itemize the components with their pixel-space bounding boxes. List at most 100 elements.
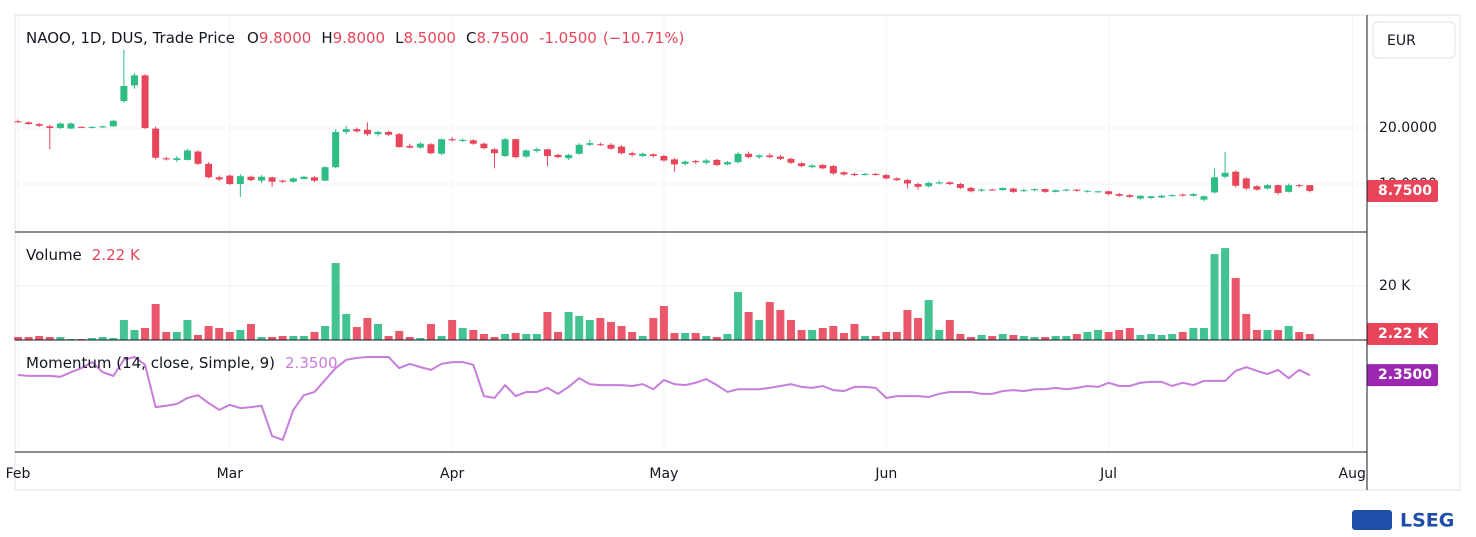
volume-bar — [194, 335, 203, 340]
volume-bar — [183, 320, 192, 340]
volume-bar — [1284, 326, 1293, 340]
candle-body — [893, 178, 901, 181]
x-tick-label: Aug — [1339, 466, 1366, 482]
volume-bar — [628, 332, 637, 340]
volume-bar — [384, 336, 393, 340]
volume-bar — [119, 320, 128, 340]
candle-body — [353, 129, 361, 132]
volume-bar — [511, 333, 520, 340]
candle-body — [35, 124, 43, 126]
last-value-label: 2.3500 — [1378, 367, 1432, 383]
y-tick-label: 20.0000 — [1379, 120, 1437, 136]
volume-bar — [352, 327, 361, 340]
volume-bar — [490, 337, 499, 340]
volume-bar — [225, 332, 234, 340]
candle-body — [596, 144, 604, 146]
candle-body — [999, 187, 1007, 191]
volume-bar — [1125, 328, 1134, 340]
volume-bar — [278, 336, 287, 340]
volume-bar — [808, 330, 817, 340]
candle-body — [1242, 178, 1250, 189]
volume-bar — [564, 312, 573, 340]
ohlc-key: O — [247, 29, 259, 47]
volume-bar — [331, 263, 340, 340]
candle-body — [14, 121, 22, 123]
volume-bar — [596, 318, 605, 340]
candle-body — [215, 177, 223, 180]
candle-body — [67, 123, 75, 129]
volume-bar — [1072, 334, 1081, 340]
volume-bar — [310, 332, 319, 340]
volume-bar — [543, 312, 552, 340]
volume-bar — [575, 316, 584, 340]
candle-body — [427, 144, 435, 154]
last-value-label: 8.7500 — [1378, 183, 1432, 199]
candle-body — [374, 131, 382, 135]
volume-bar — [945, 320, 954, 340]
candle-body — [925, 182, 933, 187]
volume-bar — [479, 334, 488, 340]
volume-bar — [755, 320, 764, 340]
volume-bar — [1242, 314, 1251, 340]
candle-body — [1147, 196, 1155, 199]
volume-bar — [501, 334, 510, 340]
candle-body — [342, 129, 350, 132]
candle-body — [109, 120, 117, 127]
volume-bar — [1146, 334, 1155, 340]
candle-body — [967, 187, 975, 192]
candle-body — [660, 156, 668, 161]
last-value-tag — [1367, 323, 1438, 346]
candle-body — [681, 161, 689, 164]
last-value-label: 2.22 K — [1378, 326, 1429, 342]
volume-bar — [1168, 334, 1177, 340]
volume-bar — [882, 332, 891, 340]
candle-body — [628, 153, 636, 155]
brand: LSEG — [1400, 510, 1454, 532]
candle-body — [1020, 190, 1028, 192]
candle-body — [56, 123, 64, 129]
candle-body — [1041, 189, 1049, 192]
candle-body — [289, 178, 297, 182]
volume-bar — [1178, 332, 1187, 340]
candle-body — [1052, 190, 1060, 192]
candle-body — [1253, 186, 1261, 190]
volume-bar — [109, 338, 118, 340]
volume-bar — [1231, 278, 1240, 340]
ohlc-key: C — [466, 29, 476, 47]
candle-body — [840, 172, 848, 175]
last-value-tag — [1367, 364, 1438, 387]
pane-header: NAOO, 1D, DUS, Trade Price O9.8000 H9.8000… — [26, 29, 684, 47]
candle-body — [1263, 185, 1271, 189]
candle-body — [829, 166, 837, 174]
volume-bar — [712, 337, 721, 340]
volume-bar — [14, 337, 22, 340]
volume-bar — [437, 336, 446, 340]
candle-body — [385, 131, 393, 135]
candle-body — [1115, 194, 1123, 196]
volume-bar — [1263, 330, 1272, 340]
candle-body — [554, 154, 562, 158]
volume-bar — [723, 334, 732, 340]
volume-bar — [914, 318, 923, 340]
ohlc-value: 8.7500 — [476, 29, 529, 47]
x-tick-label: Jul — [1099, 466, 1117, 482]
x-tick-label: Feb — [6, 466, 31, 482]
candle-body — [713, 159, 721, 165]
volume-bar — [1189, 328, 1198, 340]
volume-bar — [1274, 330, 1283, 340]
volume-bar — [829, 326, 838, 340]
volume-bar — [998, 334, 1007, 340]
currency[interactable]: EUR — [1387, 33, 1416, 49]
volume-bar — [416, 338, 425, 340]
candle-body — [490, 149, 498, 154]
candle-body — [798, 163, 806, 167]
logo-icon — [1352, 510, 1392, 530]
candle-body — [99, 126, 107, 128]
x-tick-label: Apr — [440, 466, 464, 482]
candle-body — [310, 177, 318, 181]
candle-body — [533, 149, 541, 151]
currency-button[interactable] — [1372, 21, 1456, 59]
candle-body — [1189, 194, 1197, 196]
candle-body — [755, 155, 763, 158]
candle-body — [1158, 195, 1166, 198]
